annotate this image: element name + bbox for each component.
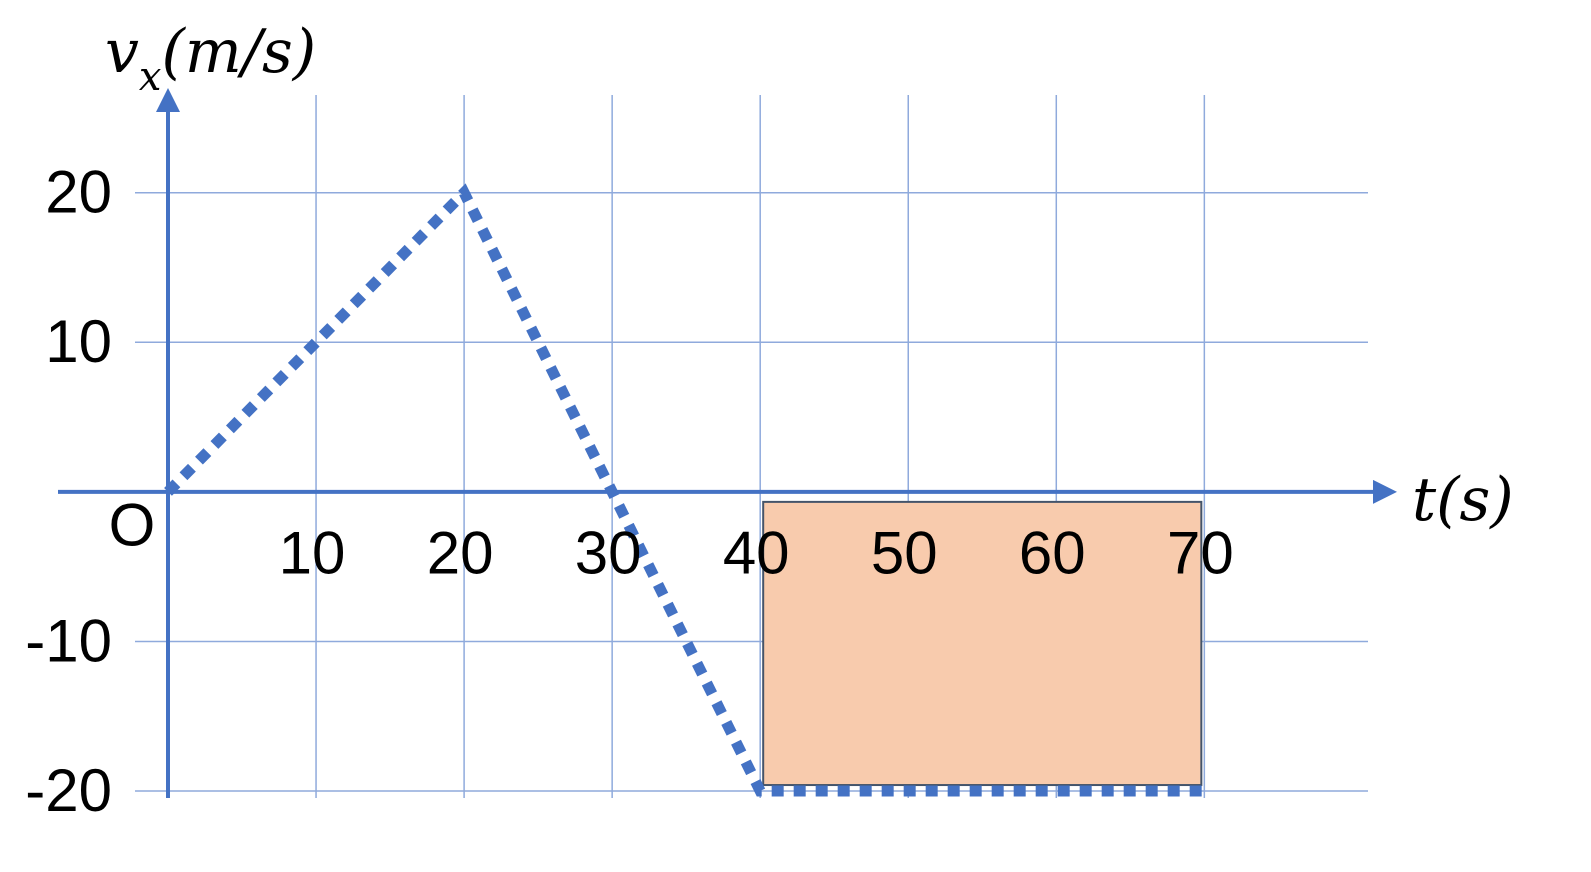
x-tick-label: 50 [871, 520, 938, 587]
y-label-unit: (m/s) [161, 17, 316, 87]
x-tick-label: 70 [1167, 520, 1234, 587]
y-tick-label: 20 [45, 159, 112, 226]
data-line [164, 183, 1205, 797]
region-layer [762, 500, 1203, 787]
x-tick-label: 40 [723, 520, 790, 587]
origin-label: O [109, 492, 156, 559]
y-tick-label: 10 [45, 308, 112, 375]
y-label-sub: x [139, 54, 162, 100]
x-tick-label: 30 [575, 520, 642, 587]
y-tick-label: -10 [25, 607, 112, 674]
y-axis-label: vx(m/s) [105, 17, 316, 100]
y-tick-label: -20 [25, 757, 112, 824]
shaded-region [762, 500, 1203, 787]
y-label-main: v [105, 17, 139, 87]
x-tick-label: 20 [427, 520, 494, 587]
x-tick-label: 10 [279, 520, 346, 587]
marks [164, 183, 1205, 797]
x-axis-label: t(s) [1412, 465, 1514, 535]
x-tick-label: 60 [1019, 520, 1086, 587]
